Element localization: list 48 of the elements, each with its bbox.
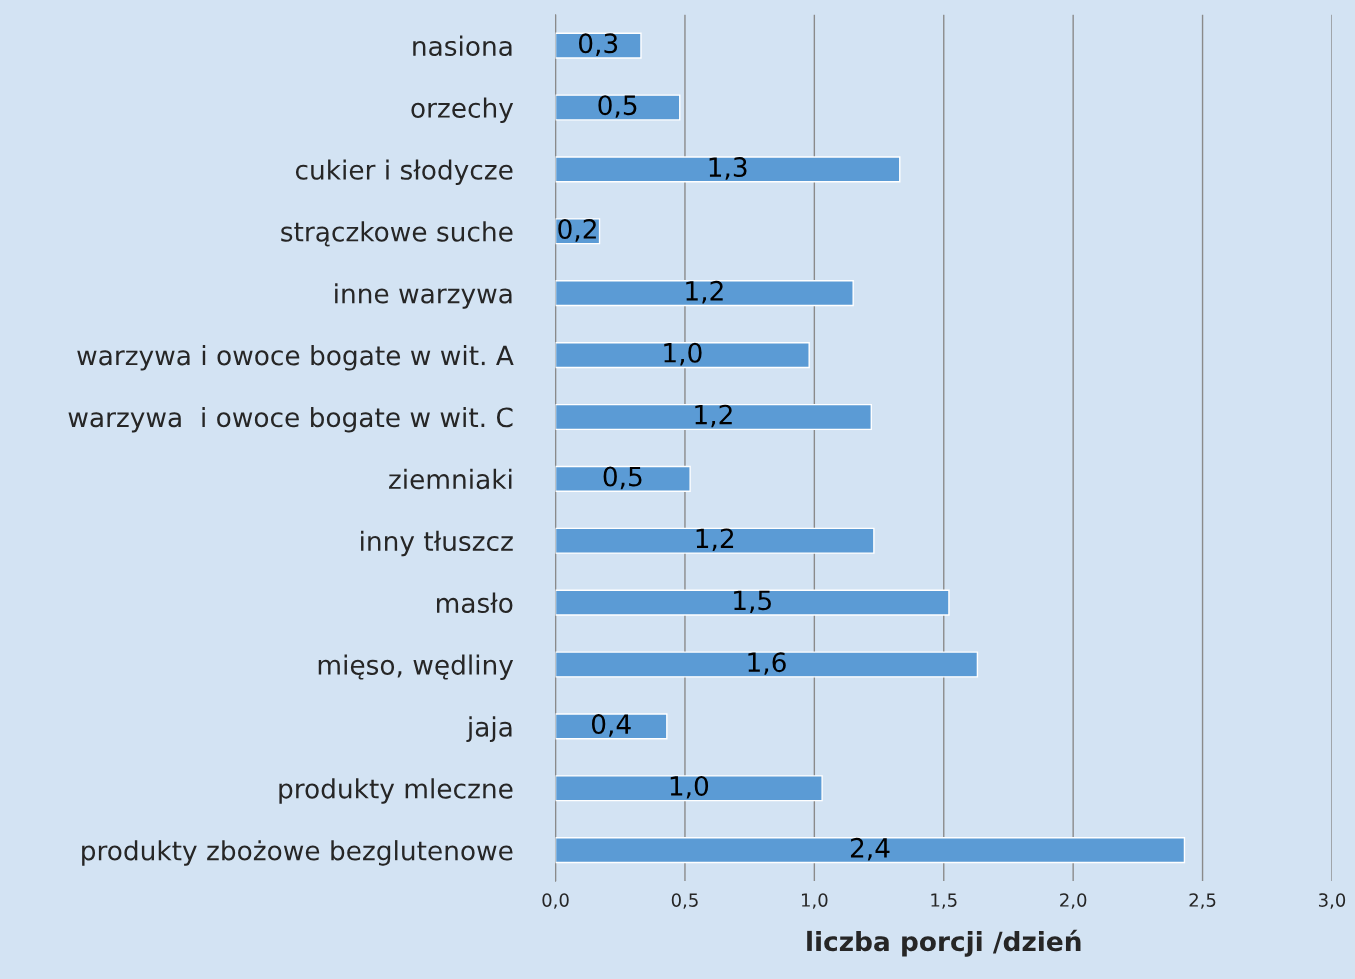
bar bbox=[555, 465, 691, 492]
y-tick-label: strączkowe suche bbox=[281, 221, 513, 247]
y-tick-label: nasiona bbox=[413, 35, 512, 57]
data-label: 0,2 bbox=[558, 218, 596, 242]
bar bbox=[555, 713, 668, 740]
bar bbox=[555, 837, 1186, 864]
bar bbox=[555, 403, 872, 431]
x-axis-title: liczba porcji /dzień bbox=[807, 929, 1081, 957]
data-label: 0,5 bbox=[603, 466, 642, 490]
data-label: 1,2 bbox=[695, 404, 732, 428]
y-tick-label: jaja bbox=[466, 716, 512, 742]
y-tick-label: mięso, wędliny bbox=[318, 654, 514, 681]
data-label: 0,4 bbox=[591, 714, 631, 737]
y-tick-label: orzechy bbox=[411, 97, 514, 124]
x-tick-label: 3,0 bbox=[1318, 893, 1346, 909]
data-label: 1,5 bbox=[734, 590, 771, 613]
bar bbox=[555, 651, 979, 678]
data-label: 1,3 bbox=[709, 157, 747, 180]
x-tick-label: 0,5 bbox=[671, 893, 698, 909]
bar bbox=[555, 280, 854, 307]
x-tick-label: 1,5 bbox=[931, 893, 957, 909]
x-tick-label: 0,0 bbox=[542, 893, 569, 909]
x-tick-label: 1,0 bbox=[801, 893, 828, 909]
bar bbox=[555, 94, 681, 121]
y-tick-label: ziemniaki bbox=[389, 468, 512, 490]
data-label: 2,4 bbox=[850, 837, 890, 861]
bar bbox=[555, 341, 810, 369]
data-label: 1,6 bbox=[748, 652, 786, 675]
bar bbox=[555, 156, 901, 183]
y-tick-label: cukier i słodycze bbox=[295, 159, 513, 185]
bar bbox=[555, 775, 823, 802]
y-tick-label: produkty mleczne bbox=[279, 778, 513, 804]
bar bbox=[555, 589, 950, 616]
y-tick-label: produkty zbożowe bezglutenowe bbox=[82, 840, 513, 866]
y-tick-label: inny tłuszcz bbox=[361, 530, 513, 557]
data-label: 1,0 bbox=[670, 775, 709, 799]
data-label: 0,3 bbox=[579, 33, 618, 56]
x-tick-label: 2,0 bbox=[1060, 893, 1087, 909]
y-tick-label: warzywa i owoce bogate w wit. A bbox=[77, 345, 514, 371]
data-label: 0,5 bbox=[598, 95, 637, 118]
y-tick-label: inne warzywa bbox=[335, 283, 512, 309]
y-tick-label: masło bbox=[437, 592, 513, 614]
y-tick-label: warzywa i owoce bogate w wit. C bbox=[68, 406, 513, 433]
bar bbox=[555, 527, 875, 554]
data-label: 1,2 bbox=[686, 280, 723, 304]
data-label: 1,0 bbox=[664, 342, 702, 366]
x-tick-label: 2,5 bbox=[1189, 893, 1216, 909]
data-label: 1,2 bbox=[696, 528, 734, 552]
